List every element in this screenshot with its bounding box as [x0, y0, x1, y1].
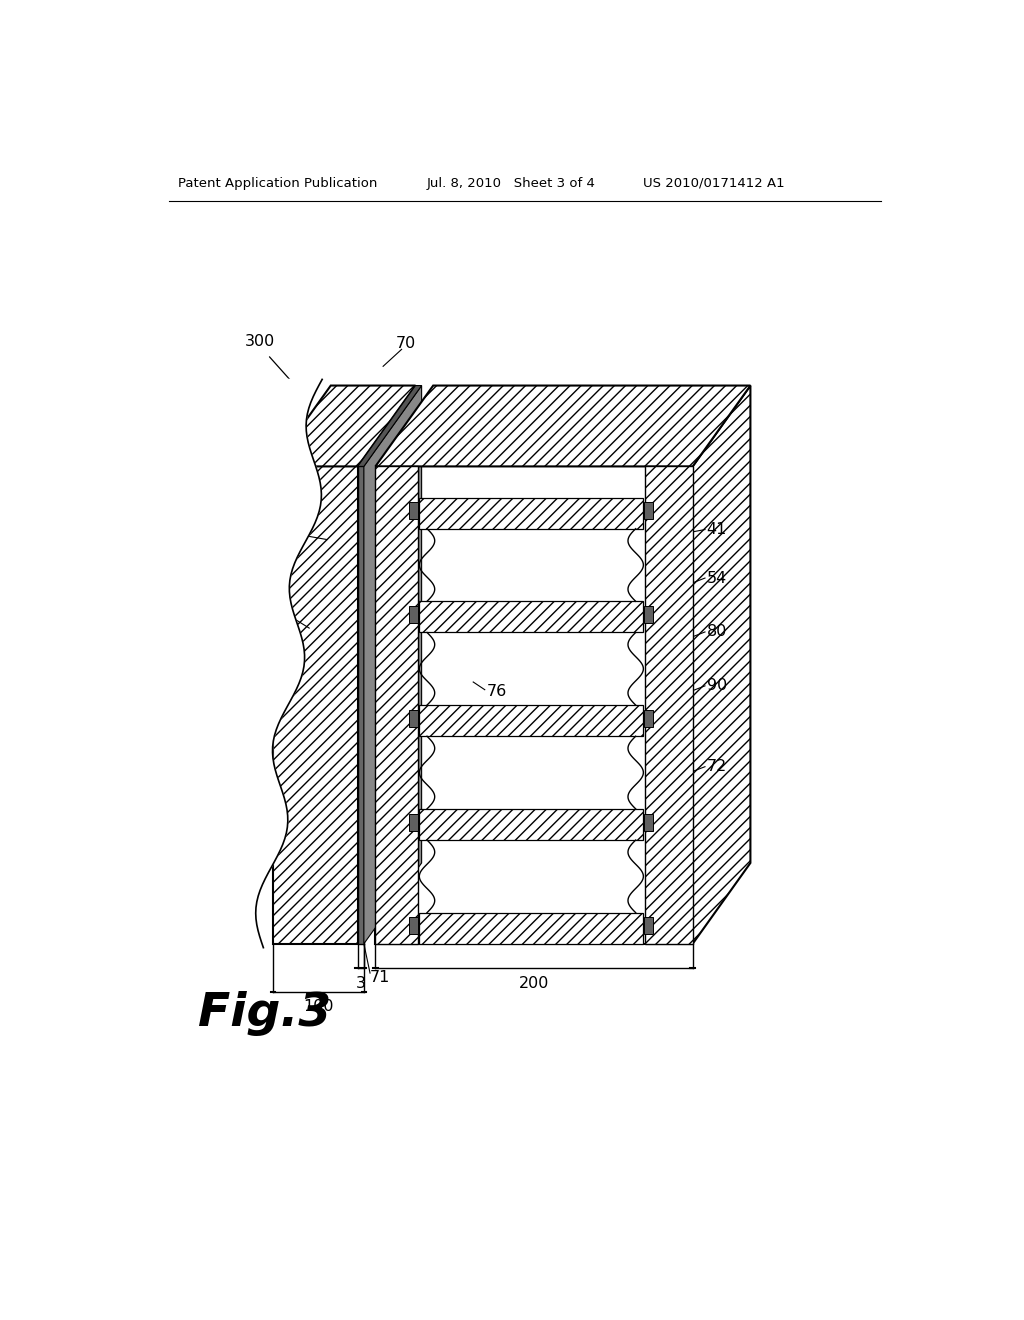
Bar: [644, 502, 652, 519]
Polygon shape: [419, 912, 643, 944]
Text: 54: 54: [707, 570, 727, 586]
Bar: [410, 917, 418, 935]
Polygon shape: [419, 809, 643, 840]
Bar: [410, 502, 418, 519]
Polygon shape: [419, 602, 643, 632]
Polygon shape: [202, 379, 323, 948]
Text: 3: 3: [355, 977, 366, 991]
Text: 40: 40: [264, 605, 285, 620]
Polygon shape: [692, 385, 751, 944]
Text: Jul. 8, 2010   Sheet 3 of 4: Jul. 8, 2010 Sheet 3 of 4: [427, 177, 596, 190]
Text: 300: 300: [245, 334, 274, 350]
Polygon shape: [273, 466, 357, 944]
Bar: [410, 606, 418, 623]
Polygon shape: [645, 466, 692, 944]
Text: Fig.3: Fig.3: [199, 990, 332, 1036]
Text: Patent Application Publication: Patent Application Publication: [178, 177, 378, 190]
Bar: [410, 813, 418, 830]
Text: 71: 71: [370, 970, 390, 985]
Text: US 2010/0171412 A1: US 2010/0171412 A1: [643, 177, 784, 190]
Text: 52: 52: [270, 524, 291, 540]
Text: 41: 41: [707, 521, 727, 537]
Polygon shape: [364, 385, 422, 944]
Polygon shape: [376, 466, 418, 944]
Text: 200: 200: [519, 977, 549, 991]
Bar: [644, 606, 652, 623]
Bar: [644, 917, 652, 935]
Polygon shape: [419, 705, 643, 737]
Text: 76: 76: [486, 684, 507, 698]
Polygon shape: [419, 498, 643, 529]
Polygon shape: [357, 466, 364, 944]
Text: 90: 90: [707, 678, 727, 693]
Polygon shape: [376, 466, 692, 944]
Text: 80: 80: [707, 624, 727, 639]
Bar: [644, 813, 652, 830]
Polygon shape: [357, 385, 422, 466]
Polygon shape: [376, 385, 751, 466]
Polygon shape: [357, 385, 416, 944]
Text: 70: 70: [396, 335, 417, 351]
Polygon shape: [273, 385, 416, 466]
Text: 72: 72: [707, 759, 727, 775]
Bar: [644, 710, 652, 727]
Bar: [410, 710, 418, 727]
Text: 100: 100: [303, 999, 334, 1015]
